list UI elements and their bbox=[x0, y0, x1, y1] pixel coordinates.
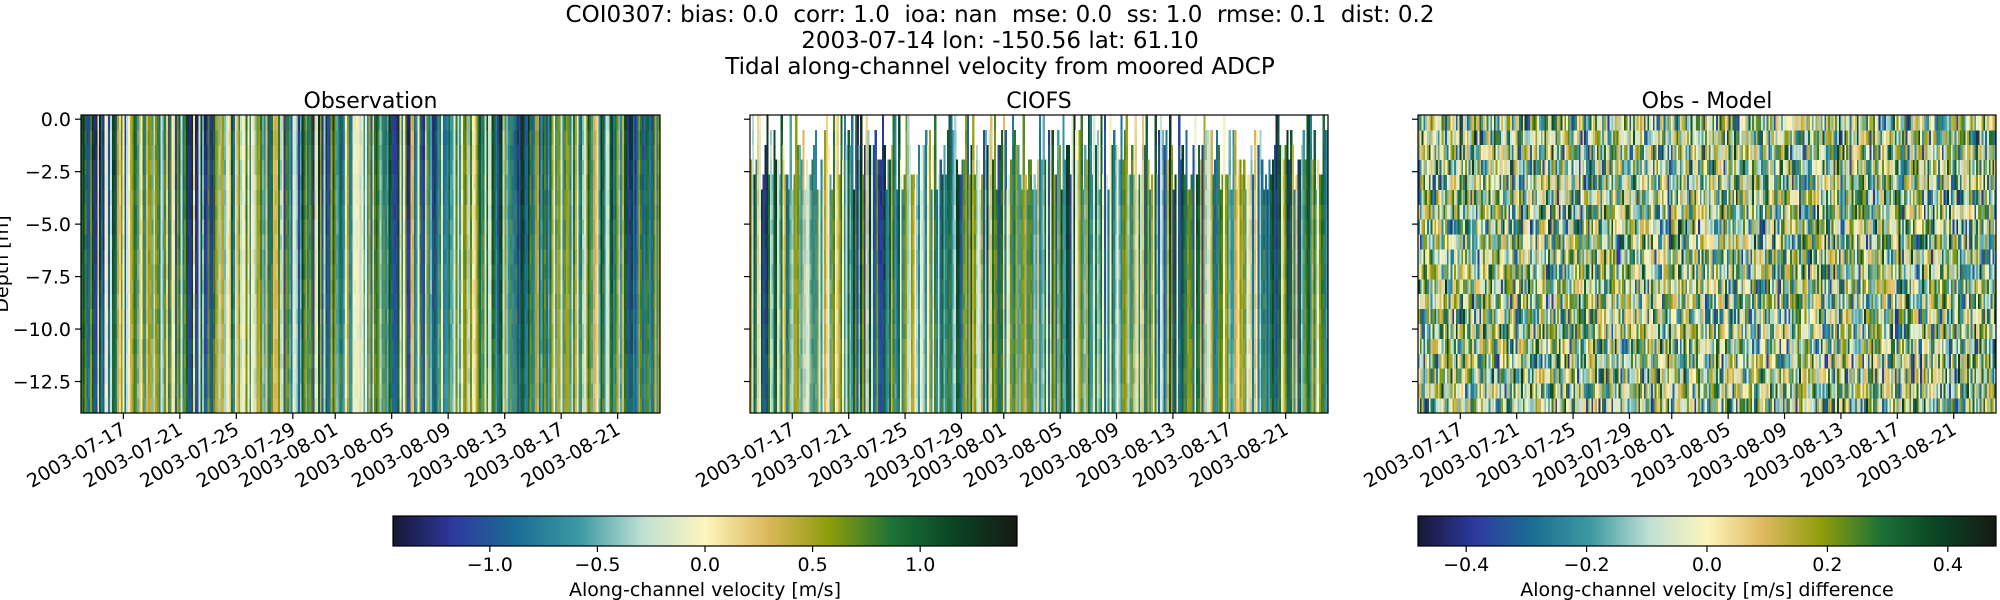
heatmap-panels: Observation0.0−2.5−5.0−7.5−10.0−12.5Dept… bbox=[0, 89, 1996, 493]
heatmap-cells bbox=[81, 115, 660, 413]
panel-1: Observation0.0−2.5−5.0−7.5−10.0−12.5Dept… bbox=[0, 89, 660, 493]
